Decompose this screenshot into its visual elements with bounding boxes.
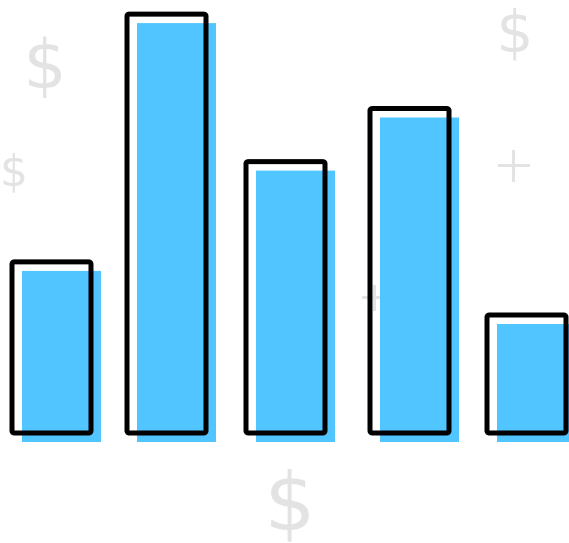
bar-fill — [256, 170, 335, 442]
plus-icon — [362, 285, 386, 311]
bar-fill — [497, 324, 569, 442]
bar-outline — [367, 106, 452, 436]
bar-1 — [9, 259, 101, 442]
dollar-sign-icon: $ — [497, 0, 534, 66]
dollar-sign-icon: $ — [23, 26, 66, 105]
dollar-sign-icon: $ — [0, 146, 28, 197]
bars — [9, 11, 569, 442]
bar-outline — [124, 11, 209, 436]
bar-outline — [243, 159, 328, 436]
bar-fill — [380, 117, 459, 442]
bar-2 — [124, 11, 216, 442]
dollar-sign-icon: $ — [265, 456, 316, 543]
bar-outline — [9, 259, 94, 436]
bar-5 — [484, 312, 569, 442]
bar-fill — [22, 270, 101, 442]
bar-fill — [137, 23, 216, 442]
bar-4 — [367, 106, 459, 442]
background-symbols: $ $ $ $ — [0, 0, 533, 543]
plus-icon — [498, 150, 530, 182]
bar-3 — [243, 159, 335, 442]
bar-outline — [484, 312, 569, 436]
